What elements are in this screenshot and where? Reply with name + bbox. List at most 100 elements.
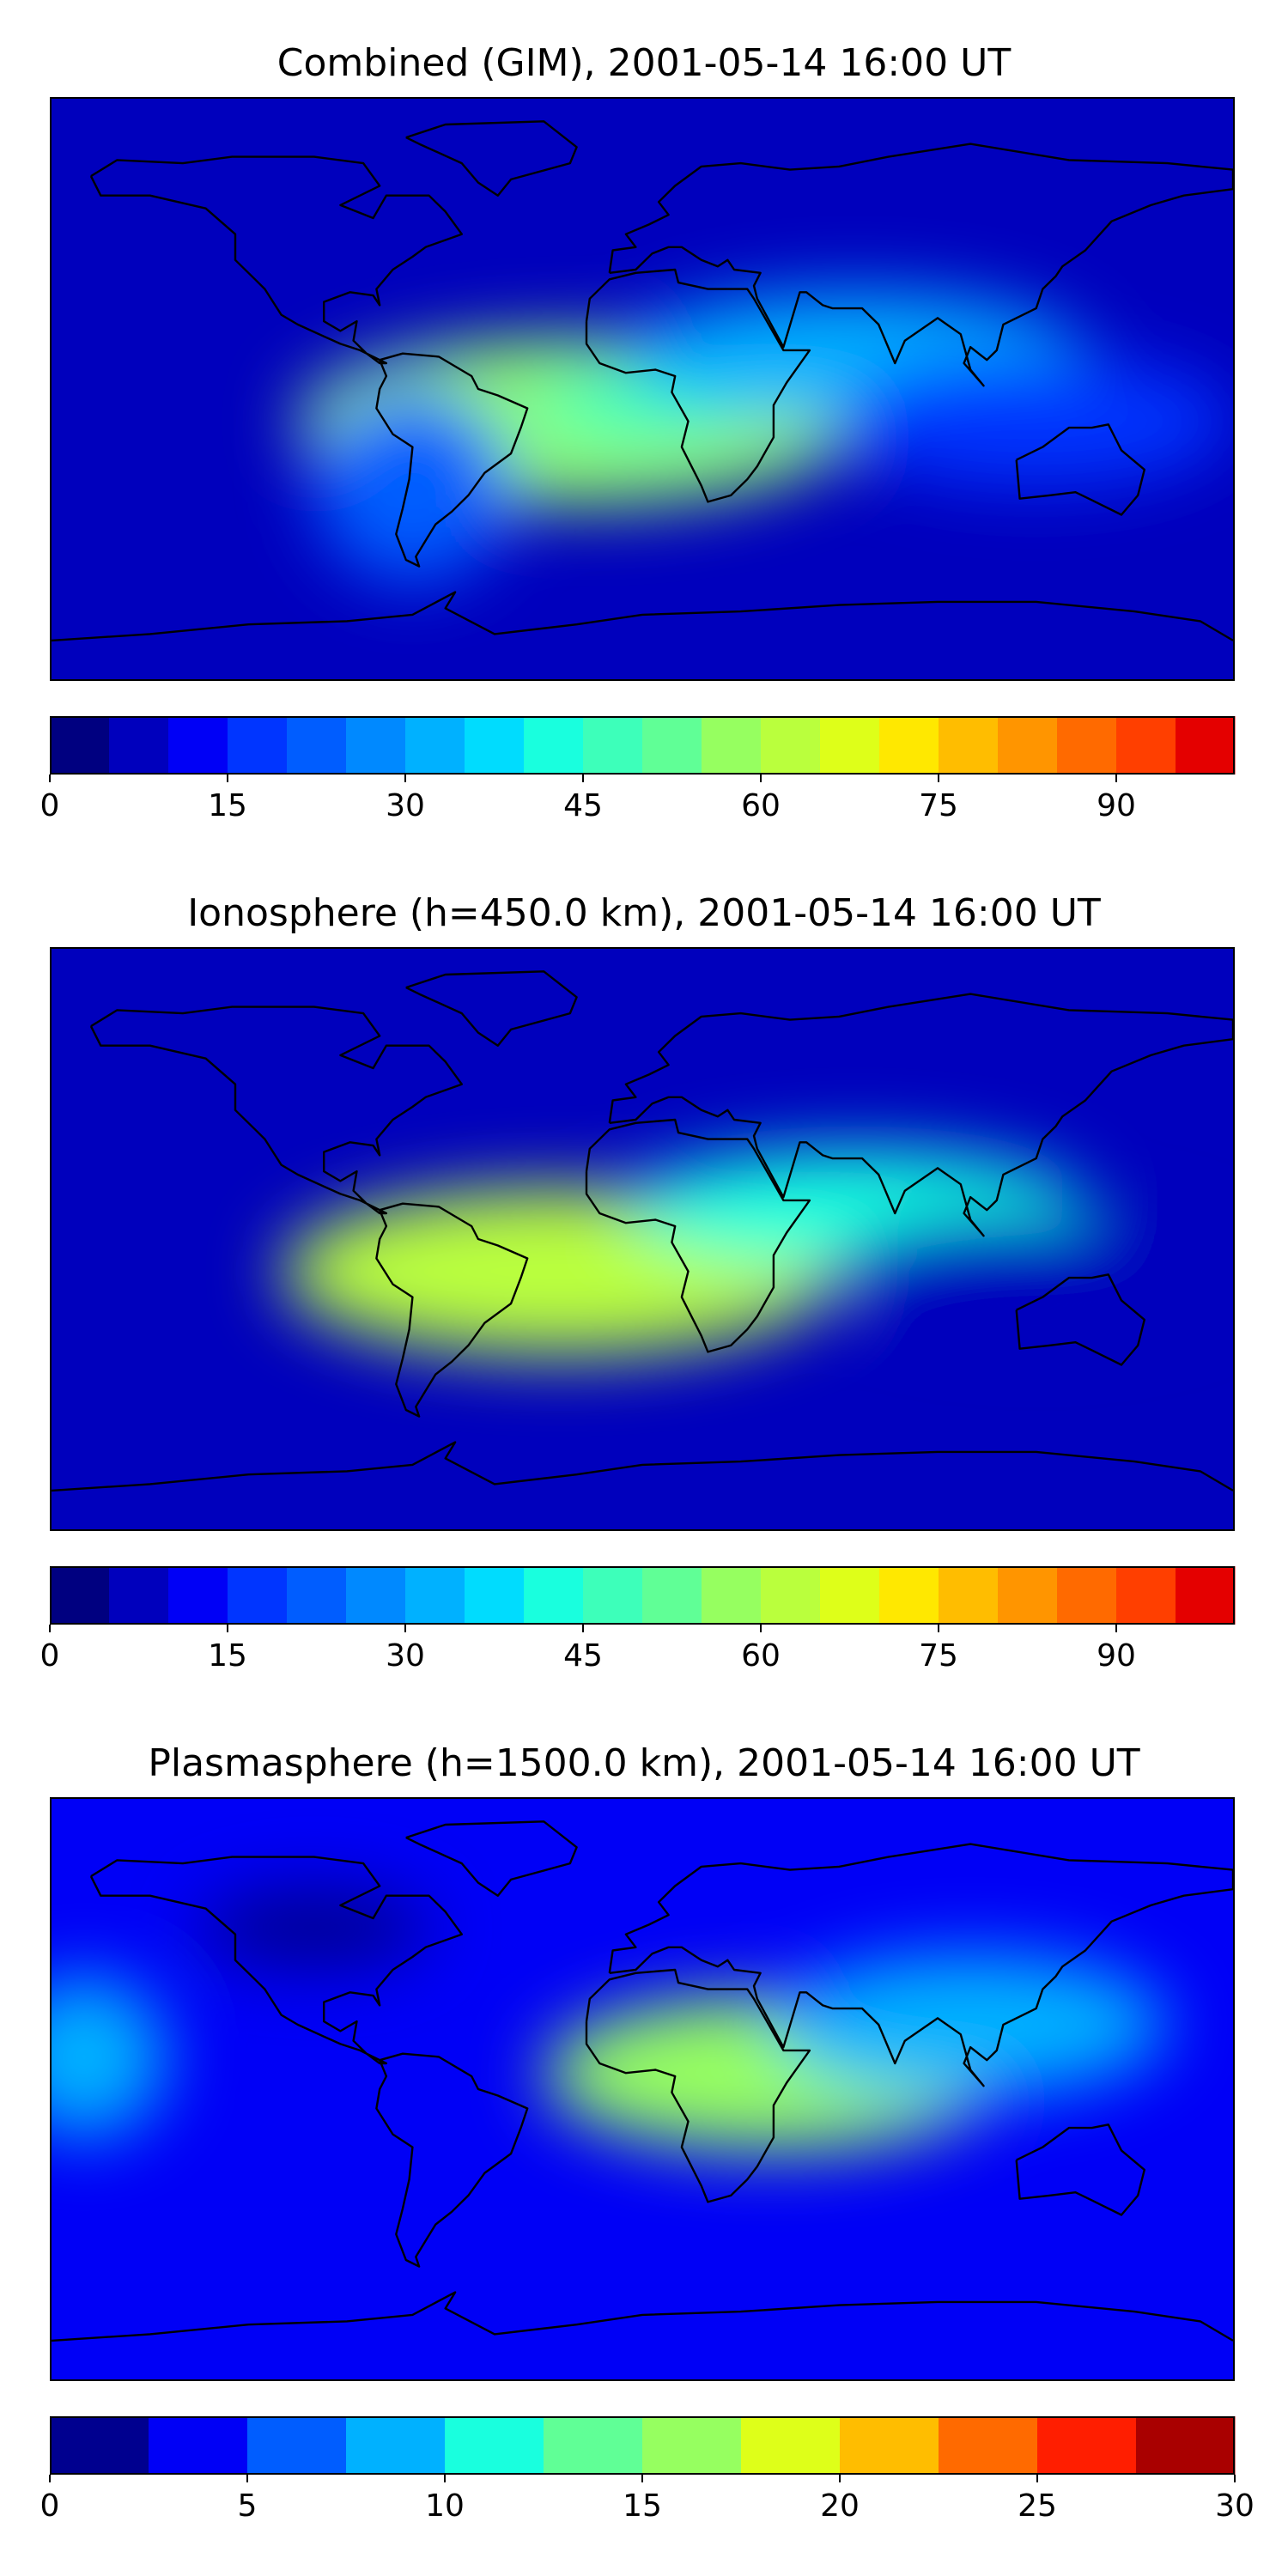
north-america-coastline xyxy=(89,1005,463,1215)
colorbar-tick-label: 5 xyxy=(238,2488,258,2524)
eurasia-coastline xyxy=(608,993,1233,1237)
colorbar-tick-label: 45 xyxy=(563,1638,603,1674)
colorbar-band-3 xyxy=(346,2416,446,2475)
colorbar-band-2 xyxy=(168,716,228,775)
australia-coastline xyxy=(1015,2123,1145,2216)
colorbar-tick-label: 15 xyxy=(208,1638,247,1674)
colorbar-tick-label: 45 xyxy=(563,788,603,823)
colorbar-tick-label: 60 xyxy=(741,788,781,823)
colorbar-band-11 xyxy=(702,1566,762,1625)
map-combined xyxy=(50,97,1235,681)
africa-coastline xyxy=(585,268,811,503)
colorbar-band-13 xyxy=(820,1566,880,1625)
colorbar-ionosphere: 0 15 30 45 60 75 90 xyxy=(40,1566,1236,1674)
contour-layer xyxy=(52,1799,1233,2379)
colorbar-band-19 xyxy=(1176,716,1236,775)
colorbar-tick-label: 0 xyxy=(40,788,60,823)
colorbar-band-12 xyxy=(761,716,821,775)
antarctica-coastline xyxy=(52,2291,1233,2342)
colorbar-tick-label: 60 xyxy=(741,1638,781,1674)
colorbar-plasmasphere: 0 5 10 15 20 25 30 xyxy=(40,2416,1255,2524)
colorbar-band-12 xyxy=(761,1566,821,1625)
greenland-coastline xyxy=(405,970,578,1047)
colorbar-tick-label: 75 xyxy=(919,788,958,823)
contour-blob-2 xyxy=(839,1212,1233,1330)
colorbar-border xyxy=(50,2416,1235,2475)
contour-blob-3 xyxy=(199,1889,429,1967)
colorbar-band-4 xyxy=(287,716,347,775)
colorbar-band-3 xyxy=(228,1566,288,1625)
north-america-coastline xyxy=(89,155,463,365)
colorbar-svg: 0 15 30 45 60 75 90 xyxy=(40,1566,1236,1674)
colorbar-band-6 xyxy=(642,2416,742,2475)
africa-coastline xyxy=(585,1968,811,2203)
north-america-coastline xyxy=(89,1856,463,2065)
greenland-coastline xyxy=(405,1820,578,1897)
greenland-coastline xyxy=(405,120,578,197)
contour-blob-4 xyxy=(839,356,1233,486)
colorbar-band-16 xyxy=(998,716,1058,775)
colorbar-band-1 xyxy=(149,2416,248,2475)
colorbar-band-7 xyxy=(465,1566,525,1625)
colorbar-band-13 xyxy=(820,716,880,775)
colorbar-tick-label: 90 xyxy=(1097,1638,1136,1674)
map-ionosphere xyxy=(50,947,1235,1531)
colorbar-tick-label: 15 xyxy=(208,788,247,823)
contour-layer xyxy=(52,949,1233,1529)
colorbar-band-1 xyxy=(109,1566,169,1625)
colorbar-band-2 xyxy=(168,1566,228,1625)
colorbar-tick-label: 25 xyxy=(1018,2488,1057,2524)
colorbar-band-5 xyxy=(346,1566,406,1625)
colorbar-band-18 xyxy=(1116,716,1176,775)
colorbar-tick-label: 0 xyxy=(40,1638,60,1674)
colorbar-tick-label: 15 xyxy=(623,2488,662,2524)
colorbar-band-0 xyxy=(50,1566,110,1625)
colorbar-border xyxy=(50,716,1235,775)
australia-coastline xyxy=(1015,1273,1145,1366)
colorbar-band-10 xyxy=(642,1566,702,1625)
colorbar-band-11 xyxy=(1136,2416,1236,2475)
colorbar-tick-label: 30 xyxy=(386,1638,425,1674)
colorbar-band-3 xyxy=(228,716,288,775)
colorbar-band-1 xyxy=(109,716,169,775)
colorbar-band-5 xyxy=(544,2416,643,2475)
colorbar-band-7 xyxy=(741,2416,841,2475)
contour-blob-1 xyxy=(773,1953,1168,2096)
south-america-coastline xyxy=(375,2052,529,2268)
colorbar-band-14 xyxy=(879,716,939,775)
antarctica-coastline xyxy=(52,591,1233,642)
chart-title-plasmasphere: Plasmasphere (h=1500.0 km), 2001-05-14 1… xyxy=(148,1741,1140,1785)
colorbar-band-15 xyxy=(939,716,999,775)
chart-title-combined: Combined (GIM), 2001-05-14 16:00 UT xyxy=(276,41,1012,85)
colorbar-band-8 xyxy=(524,716,584,775)
colorbar-svg: 0 5 10 15 20 25 30 xyxy=(40,2416,1255,2524)
colorbar-band-14 xyxy=(879,1566,939,1625)
colorbar-tick-label: 90 xyxy=(1097,788,1136,823)
colorbar-band-0 xyxy=(50,716,110,775)
colorbar-band-8 xyxy=(840,2416,939,2475)
colorbar-band-15 xyxy=(939,1566,999,1625)
colorbar-tick-label: 30 xyxy=(1215,2488,1255,2524)
colorbar-band-9 xyxy=(583,716,643,775)
colorbar-band-16 xyxy=(998,1566,1058,1625)
colorbar-band-5 xyxy=(346,716,406,775)
colorbar-combined: 0 15 30 45 60 75 90 xyxy=(40,716,1236,823)
colorbar-tick-label: 10 xyxy=(425,2488,465,2524)
colorbar-band-6 xyxy=(405,1566,465,1625)
colorbar-tick-label: 20 xyxy=(820,2488,860,2524)
australia-coastline xyxy=(1015,423,1145,516)
south-america-coastline xyxy=(375,1202,529,1418)
colorbar-band-9 xyxy=(583,1566,643,1625)
colorbar-tick-label: 75 xyxy=(919,1638,958,1674)
colorbar-band-4 xyxy=(287,1566,347,1625)
colorbar-band-2 xyxy=(247,2416,347,2475)
eurasia-coastline xyxy=(608,143,1233,387)
colorbar-border xyxy=(50,1566,1235,1625)
south-america-coastline xyxy=(375,352,529,568)
colorbar-band-18 xyxy=(1116,1566,1176,1625)
africa-coastline xyxy=(585,1118,811,1353)
colorbar-band-6 xyxy=(405,716,465,775)
colorbar-band-7 xyxy=(465,716,525,775)
chart-title-ionosphere: Ionosphere (h=450.0 km), 2001-05-14 16:0… xyxy=(187,891,1101,935)
colorbar-band-10 xyxy=(642,716,702,775)
